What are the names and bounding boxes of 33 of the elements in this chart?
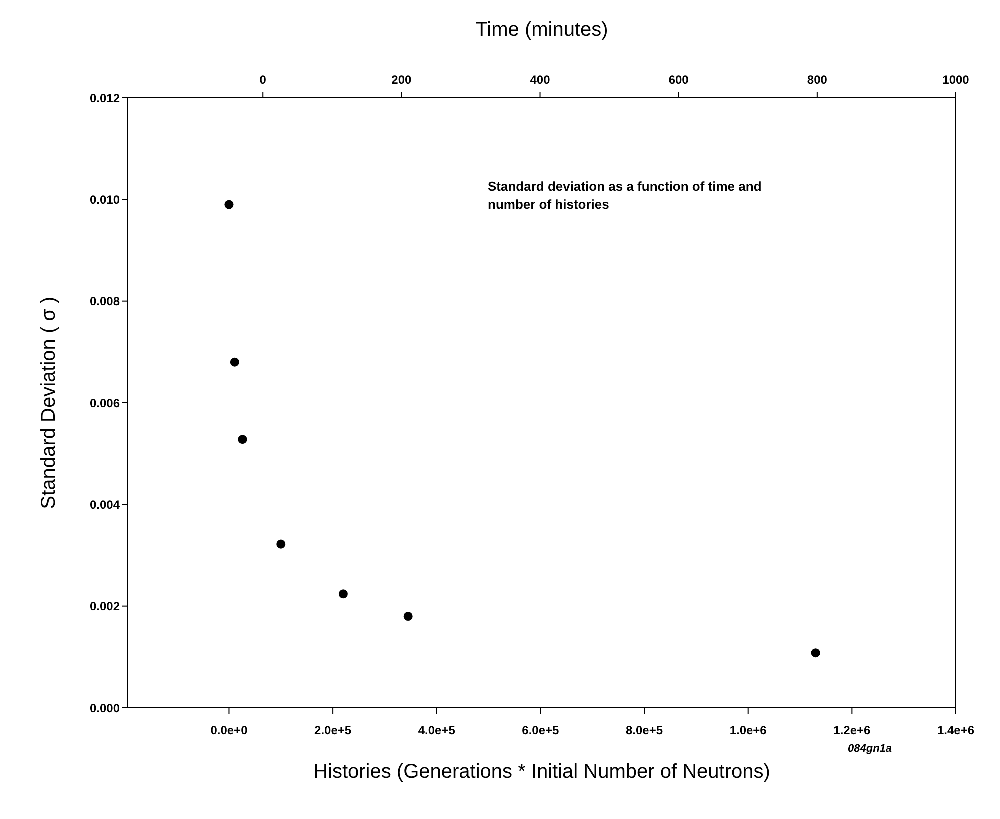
y-tick-label: 0.010 [90,192,120,207]
y-tick-label: 0.000 [90,701,120,716]
x-tick-label: 0.0e+0 [210,724,248,738]
x2-axis-title: Time (minutes) [476,19,608,41]
x-axis-title: Histories (Generations * Initial Number of Neutrons) [314,761,770,783]
y-tick-label: 0.002 [90,600,120,614]
x2-tick-label: 600 [668,73,690,87]
x2-tick-label: 200 [392,73,412,87]
y-tick-label: 0.008 [90,294,120,309]
y-tick-label: 0.004 [90,498,120,512]
x2-tick-label: 1000 [942,73,970,87]
point [230,358,240,367]
x2-tick-label: 800 [807,73,828,87]
point [224,200,234,210]
point [404,612,413,622]
point [338,590,348,599]
x-tick-label: 2.0e+5 [314,724,352,738]
x-tick-label: 4.0e+5 [418,724,456,738]
x-tick-label: 1.2e+6 [834,724,872,738]
y-tick-label: 0.006 [90,396,120,410]
y-axis-title: Standard Deviation ( σ ) [38,296,60,510]
text: 084gn1a [848,743,892,755]
point [238,435,248,444]
point [276,540,286,549]
x-tick-label: 8.0e+5 [626,724,664,738]
x-tick-label: 1.0e+6 [730,724,768,738]
x2-tick-label: 400 [530,73,551,87]
x2-tick-label: 0 [260,73,267,87]
point [811,648,820,658]
annotation: Standard deviation as a function of time and number of histories [488,178,763,214]
x-tick-label: 1.4e+6 [937,724,975,738]
x-tick-label: 6.0e+5 [522,724,560,738]
y-tick-label: 0.012 [90,91,120,106]
